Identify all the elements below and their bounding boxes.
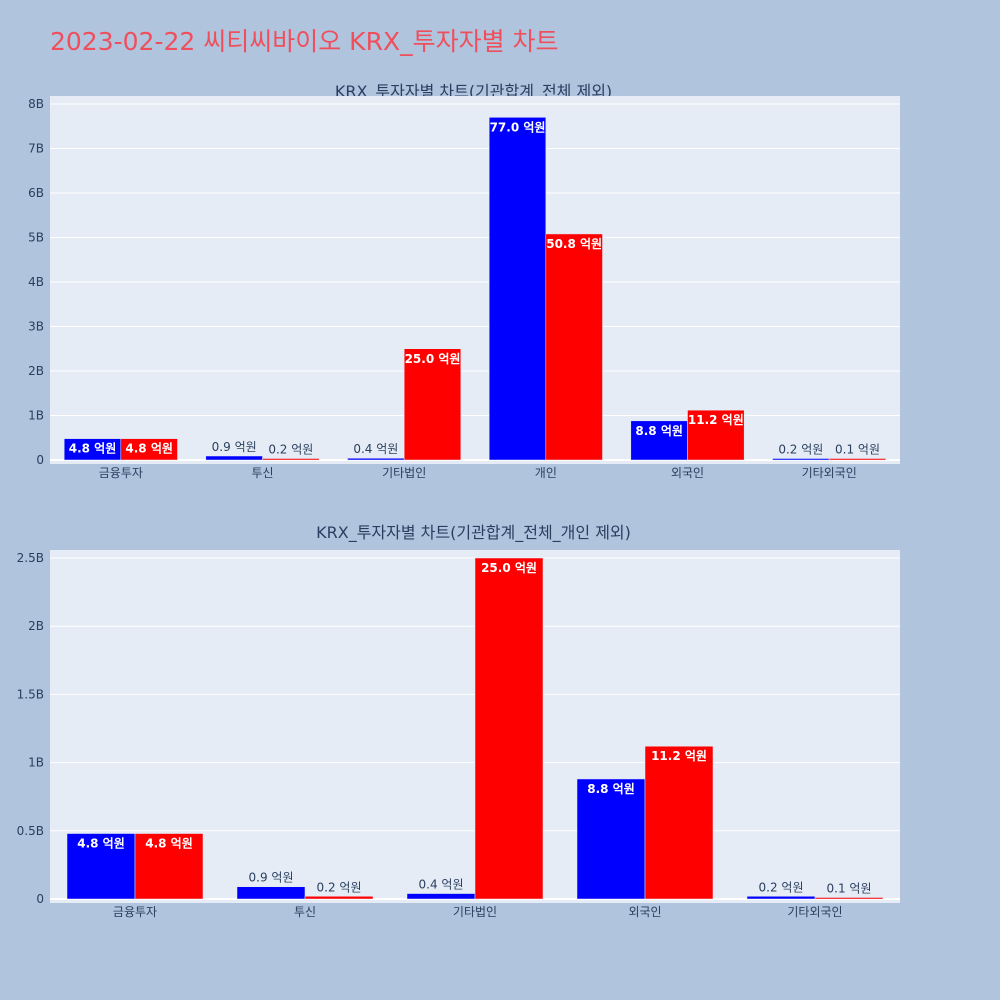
data-label: 77.0 억원 <box>490 120 546 134</box>
data-label: 0.2 억원 <box>268 443 313 457</box>
x-tick-label: 외국인 <box>628 905 661 919</box>
bar <box>687 409 745 461</box>
data-label: 4.8 억원 <box>77 837 125 851</box>
data-label: 11.2 억원 <box>688 413 744 427</box>
x-tick-label: 기타외국인 <box>787 905 842 919</box>
data-label: 0.4 억원 <box>419 878 464 892</box>
data-label: 0.1 억원 <box>827 882 872 896</box>
x-tick-label: 기타법인 <box>382 466 426 480</box>
bar <box>545 233 603 461</box>
bar <box>630 420 688 461</box>
data-label: 8.8 억원 <box>587 782 635 796</box>
bar <box>134 833 204 900</box>
x-tick-label: 금융투자 <box>99 466 143 480</box>
bar <box>644 745 714 900</box>
x-tick-label: 기타외국인 <box>802 466 857 480</box>
x-tick-label: 투신 <box>251 466 273 480</box>
data-label: 0.2 억원 <box>317 880 362 894</box>
data-label: 4.8 억원 <box>69 442 117 456</box>
y-tick-label: 6B <box>28 186 44 200</box>
y-tick-label: 0.5B <box>17 824 44 838</box>
bar <box>205 455 263 461</box>
y-tick-label: 8B <box>28 97 44 111</box>
data-label: 0.9 억원 <box>212 440 257 454</box>
data-label: 0.4 억원 <box>353 442 398 456</box>
bar <box>488 117 547 461</box>
bar <box>474 557 544 900</box>
bar <box>828 458 887 461</box>
bar <box>406 893 476 900</box>
x-tick-label: 개인 <box>535 466 557 480</box>
x-tick-label: 기타법인 <box>453 905 497 919</box>
bar <box>814 897 884 900</box>
y-tick-label: 4B <box>28 275 44 289</box>
bar <box>772 458 830 461</box>
y-tick-label: 3B <box>28 320 44 334</box>
y-tick-label: 2B <box>28 364 44 378</box>
bar <box>304 896 374 900</box>
data-label: 8.8 억원 <box>635 424 683 438</box>
data-label: 4.8 억원 <box>145 837 193 851</box>
bar <box>403 348 462 461</box>
y-tick-label: 1B <box>28 756 44 770</box>
y-tick-label: 1B <box>28 409 44 423</box>
data-label: 0.1 억원 <box>835 443 880 457</box>
data-label: 25.0 억원 <box>405 352 461 366</box>
data-label: 50.8 억원 <box>546 237 602 251</box>
page-title: 2023-02-22 씨티씨바이오 KRX_투자자별 차트 <box>50 27 559 56</box>
data-label: 0.2 억원 <box>759 880 804 894</box>
data-label: 0.2 억원 <box>778 443 823 457</box>
plot-area <box>50 96 900 464</box>
x-tick-label: 외국인 <box>671 466 704 480</box>
y-tick-label: 5B <box>28 231 44 245</box>
y-tick-label: 0 <box>36 453 44 467</box>
bar <box>746 896 816 900</box>
bar <box>262 458 320 461</box>
bar <box>576 778 646 900</box>
data-label: 11.2 억원 <box>651 749 707 763</box>
data-label: 4.8 억원 <box>125 442 173 456</box>
bar <box>236 886 306 900</box>
x-tick-label: 투신 <box>294 905 316 919</box>
y-tick-label: 2B <box>28 619 44 633</box>
data-label: 25.0 억원 <box>481 561 537 575</box>
bar <box>120 438 178 461</box>
y-tick-label: 1.5B <box>17 687 44 701</box>
x-tick-label: 금융투자 <box>113 905 157 919</box>
y-tick-label: 0 <box>36 892 44 906</box>
chart-2-title: KRX_투자자별 차트(기관합계_전체_개인 제외) <box>316 523 631 542</box>
y-tick-label: 7B <box>28 142 44 156</box>
bar <box>347 457 405 461</box>
data-label: 0.9 억원 <box>249 871 294 885</box>
y-tick-label: 2.5B <box>17 551 44 565</box>
